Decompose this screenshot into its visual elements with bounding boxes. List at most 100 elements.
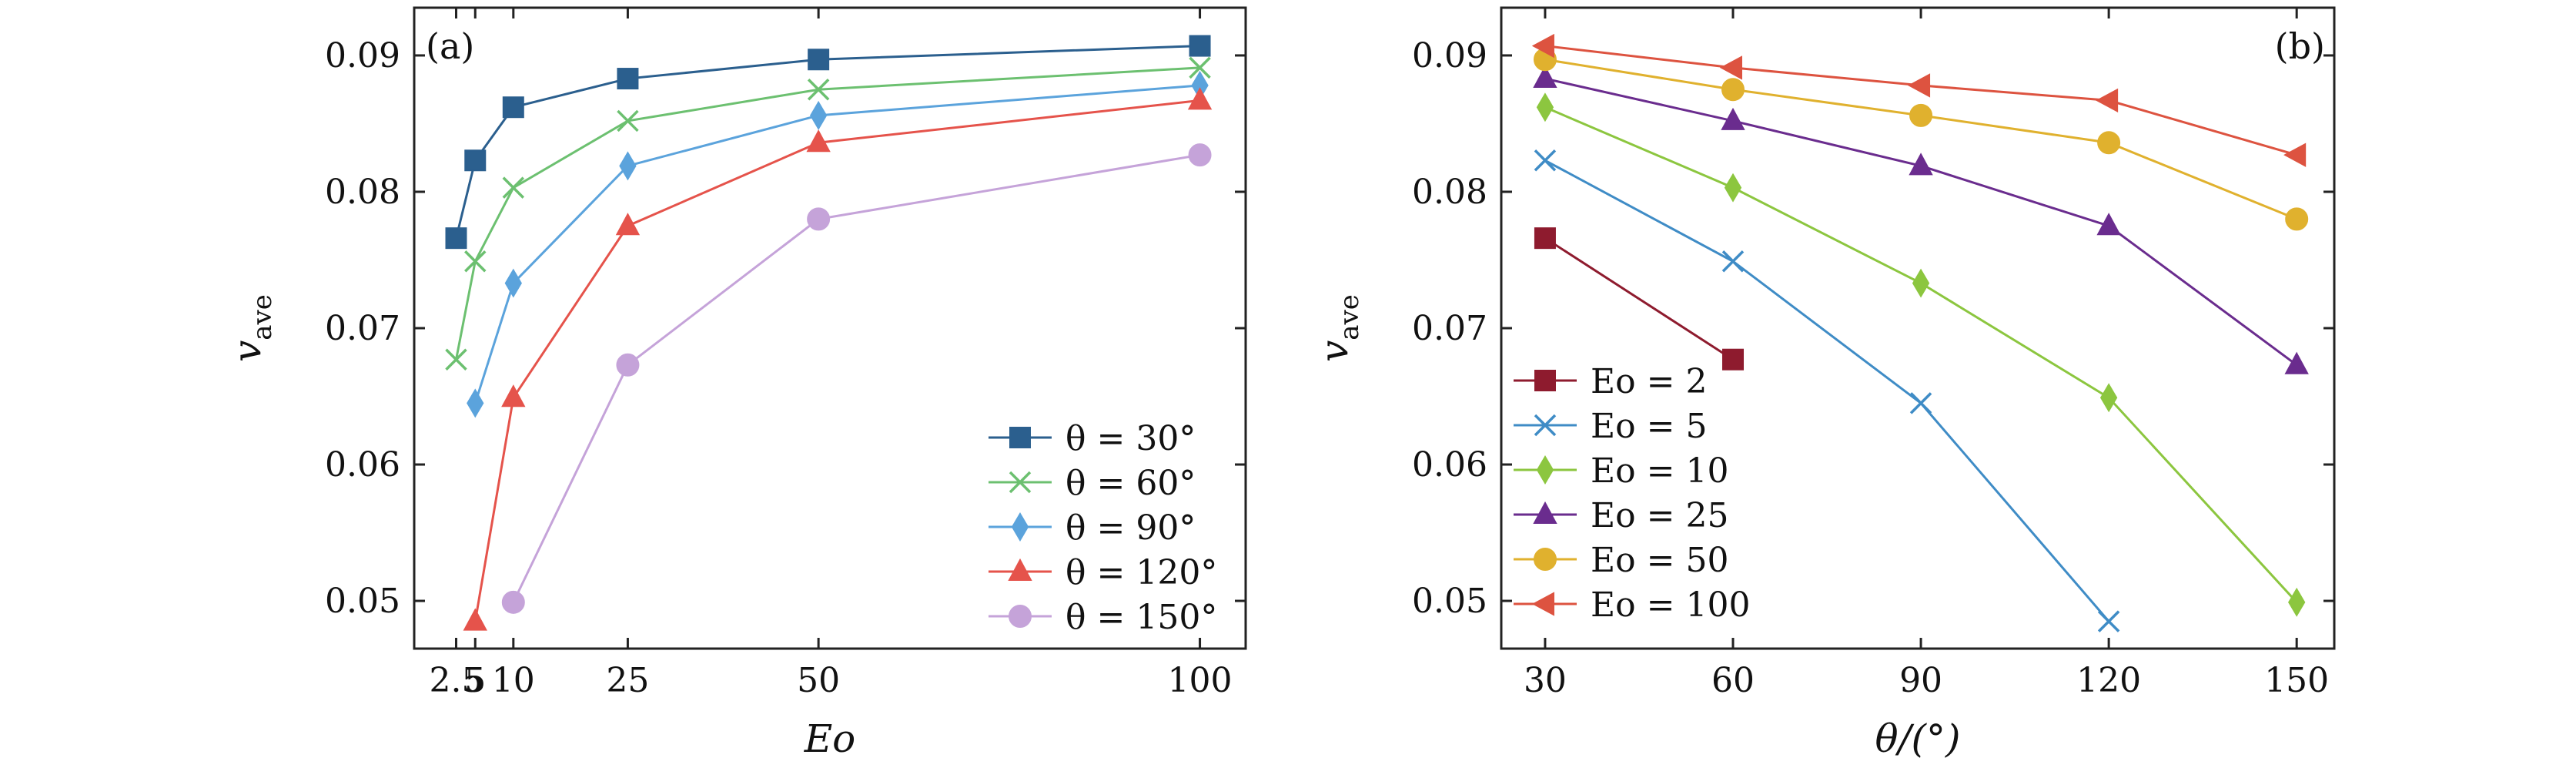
y-tick-label: 0.09	[1412, 36, 1487, 75]
data-point	[1721, 250, 1745, 273]
data-point	[2283, 143, 2307, 167]
data-point	[1912, 268, 1930, 298]
data-point	[1533, 65, 1557, 89]
legend-marker	[1534, 370, 1556, 391]
legend-label: θ = 150°	[1066, 598, 1217, 637]
legend-label: θ = 90°	[1066, 508, 1196, 548]
data-point	[1534, 227, 1556, 250]
y-axis-label: vave	[1312, 294, 1365, 362]
data-point	[1188, 143, 1212, 167]
legend-label: Eo = 10	[1591, 451, 1728, 491]
y-tick-label: 0.05	[325, 582, 400, 621]
y-tick-label: 0.09	[325, 36, 400, 75]
data-point	[1722, 348, 1745, 371]
panel-a: 0.05 0.06 0.07 0.08 0.09 2.55 10 25 50 100 Eo vave (…	[225, 6, 1247, 758]
data-point	[2288, 587, 2306, 617]
y-tick-label: 0.06	[325, 445, 400, 485]
y-axis-label-sub: ave	[1334, 294, 1365, 340]
legend-marker	[1009, 471, 1032, 494]
data-point	[501, 590, 525, 614]
y-tick-label: 0.08	[1412, 173, 1487, 212]
data-point	[467, 388, 484, 418]
x-tick-label: 5	[464, 661, 486, 700]
data-point	[615, 213, 641, 236]
data-point	[1531, 33, 1554, 59]
data-point	[1721, 107, 1745, 130]
legend-marker	[1008, 558, 1032, 581]
legend-label: Eo = 25	[1591, 496, 1728, 535]
panel-label: (b)	[2275, 25, 2325, 67]
y-tick-label: 0.06	[1412, 445, 1487, 485]
y-axis-label-sub: ave	[247, 294, 278, 340]
legend-marker	[1534, 414, 1557, 437]
data-point	[2097, 131, 2121, 155]
data-point	[619, 151, 637, 181]
data-point	[2099, 383, 2118, 413]
legend-marker	[1011, 512, 1029, 542]
x-axis-label: Eo	[804, 716, 856, 758]
series-line	[512, 153, 1200, 603]
series-line	[455, 66, 1200, 361]
x-axis-label: θ/(°)	[1875, 716, 1961, 758]
legend-marker	[1534, 548, 1557, 571]
data-point	[616, 353, 640, 377]
x-tick-label: 25	[606, 661, 649, 700]
series-line	[1544, 45, 2297, 156]
data-point	[463, 608, 487, 631]
data-point	[809, 100, 828, 130]
legend-marker	[1009, 427, 1031, 448]
legend-label: θ = 120°	[1066, 553, 1217, 592]
x-tick-label: 50	[797, 661, 840, 700]
data-point	[1189, 35, 1211, 57]
data-point	[806, 129, 831, 153]
legend-marker	[1009, 605, 1032, 628]
legend-marker	[1533, 501, 1557, 524]
legend-marker	[1536, 455, 1554, 485]
y-axis-label: vave	[225, 294, 278, 362]
data-point	[617, 109, 639, 132]
legend: Eo = 2 Eo = 5 Eo = 10 Eo = 25 Eo = 50 Eo = 10…	[1514, 362, 1750, 625]
legend-label: θ = 30°	[1066, 419, 1196, 458]
data-point	[445, 227, 467, 250]
data-point	[504, 268, 522, 298]
x-tick-label: 30	[1524, 661, 1567, 700]
data-point	[2285, 207, 2309, 231]
data-point	[501, 384, 526, 408]
data-point	[807, 207, 831, 231]
y-tick-label: 0.05	[1412, 582, 1487, 621]
series-line	[455, 45, 1200, 239]
data-point	[2096, 213, 2121, 236]
data-point	[1719, 55, 1743, 80]
y-axis-label-main: v	[1312, 340, 1357, 362]
y-tick-label: 0.07	[1412, 309, 1487, 348]
data-point	[2097, 610, 2120, 632]
data-point	[1534, 149, 1557, 172]
x-tick-label: 10	[492, 661, 535, 700]
series-line	[473, 84, 1200, 404]
legend-label: θ = 60°	[1066, 464, 1196, 503]
data-point	[1187, 87, 1213, 110]
data-point	[1536, 92, 1554, 122]
data-point	[2284, 351, 2309, 374]
panel-b: 0.05 0.06 0.07 0.08 0.09 30 60 90 120 150 θ/(°) vav…	[1312, 6, 2336, 758]
data-point	[464, 250, 487, 273]
series-line	[1544, 159, 2110, 622]
x-tick-label: 150	[2264, 661, 2329, 700]
data-point	[808, 49, 830, 71]
panel-label: (a)	[426, 25, 474, 67]
legend-label: Eo = 50	[1591, 541, 1728, 580]
x-tick-label: 60	[1711, 661, 1755, 700]
y-axis-label-main: v	[225, 340, 269, 362]
x-tick-label: 2.5	[430, 661, 483, 700]
x-tick-label: 120	[2076, 661, 2141, 700]
data-point	[445, 348, 467, 371]
data-point	[502, 176, 525, 199]
legend-label: Eo = 2	[1591, 362, 1707, 401]
data-point	[2096, 88, 2119, 113]
data-point	[1909, 392, 1932, 414]
data-point	[1721, 78, 1745, 102]
y-tick-label: 0.07	[325, 309, 400, 348]
data-point	[464, 149, 487, 172]
legend-label: Eo = 5	[1591, 407, 1707, 446]
